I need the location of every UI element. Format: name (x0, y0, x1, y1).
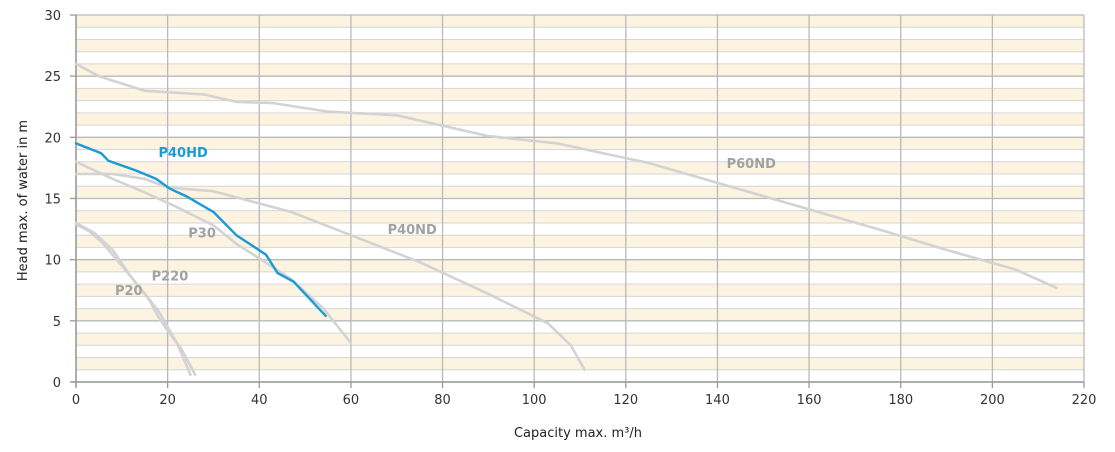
background-band (76, 161, 1084, 175)
background-band (76, 320, 1084, 334)
x-tick-label: 80 (434, 393, 451, 408)
background-band (76, 259, 1084, 272)
label-p30: P30 (188, 227, 216, 242)
background-band (76, 186, 1084, 199)
curve-p20 (74, 222, 192, 377)
background-band (76, 296, 1084, 309)
background-band (76, 88, 1084, 101)
y-tick-label: 5 (53, 315, 61, 330)
y-tick-label: 0 (53, 376, 61, 391)
x-tick-label: 20 (159, 393, 176, 408)
background-band (76, 308, 1084, 321)
x-axis-tick-labels: 0 20 40 60 80 100 120 140 160 180 200 220 (72, 393, 1097, 408)
label-p60nd: P60ND (727, 157, 776, 172)
curve-p60nd (74, 62, 1058, 290)
x-tick-label: 200 (980, 393, 1005, 408)
y-axis-title: Head max. of water in m (16, 120, 31, 281)
curve-p40nd (74, 172, 586, 372)
x-tick-label: 220 (1072, 393, 1097, 408)
y-axis-tick-labels: 0 5 10 15 20 25 30 (44, 9, 61, 391)
background-band (76, 235, 1084, 248)
background-band (76, 345, 1084, 358)
label-p20: P20 (115, 284, 143, 299)
x-tick-label: 40 (251, 393, 268, 408)
background-band (76, 100, 1084, 113)
background-band (76, 125, 1084, 138)
background-band (76, 112, 1084, 126)
background-band (76, 137, 1084, 150)
background-band (76, 210, 1084, 223)
performance-curves (74, 62, 1058, 377)
background-band (76, 198, 1084, 211)
x-tick-label: 60 (343, 393, 360, 408)
curve-labels: P60ND P40ND P30 P220 P20 P40HD (115, 146, 776, 299)
curve-p40hd (74, 142, 327, 318)
x-tick-label: 180 (888, 393, 913, 408)
x-tick-label: 160 (797, 393, 822, 408)
y-tick-label: 25 (44, 70, 61, 85)
background-band (76, 174, 1084, 187)
background-band (76, 51, 1084, 64)
x-tick-label: 100 (522, 393, 547, 408)
background-band (76, 39, 1084, 52)
label-p220: P220 (152, 269, 189, 284)
y-tick-label: 30 (44, 9, 61, 24)
background-band (76, 369, 1084, 382)
background-band (76, 15, 1084, 28)
y-tick-label: 20 (44, 131, 61, 146)
x-tick-label: 120 (613, 393, 638, 408)
curve-p30 (74, 160, 353, 345)
axes (70, 14, 1085, 388)
x-tick-label: 140 (705, 393, 730, 408)
background-band (76, 149, 1084, 162)
background-band (76, 247, 1084, 260)
y-tick-label: 15 (44, 193, 61, 208)
background-band (76, 271, 1084, 285)
x-tick-label: 0 (72, 393, 80, 408)
background-band (76, 333, 1084, 346)
background-band (76, 76, 1084, 89)
label-p40nd: P40ND (388, 223, 437, 238)
label-p40hd: P40HD (158, 146, 207, 161)
x-axis-title: Capacity max. m³/h (514, 426, 642, 441)
background-band (76, 63, 1084, 77)
background-band (76, 284, 1084, 297)
y-tick-label: 10 (44, 254, 61, 269)
background-band (76, 27, 1084, 40)
plot-background-bands (76, 15, 1084, 382)
